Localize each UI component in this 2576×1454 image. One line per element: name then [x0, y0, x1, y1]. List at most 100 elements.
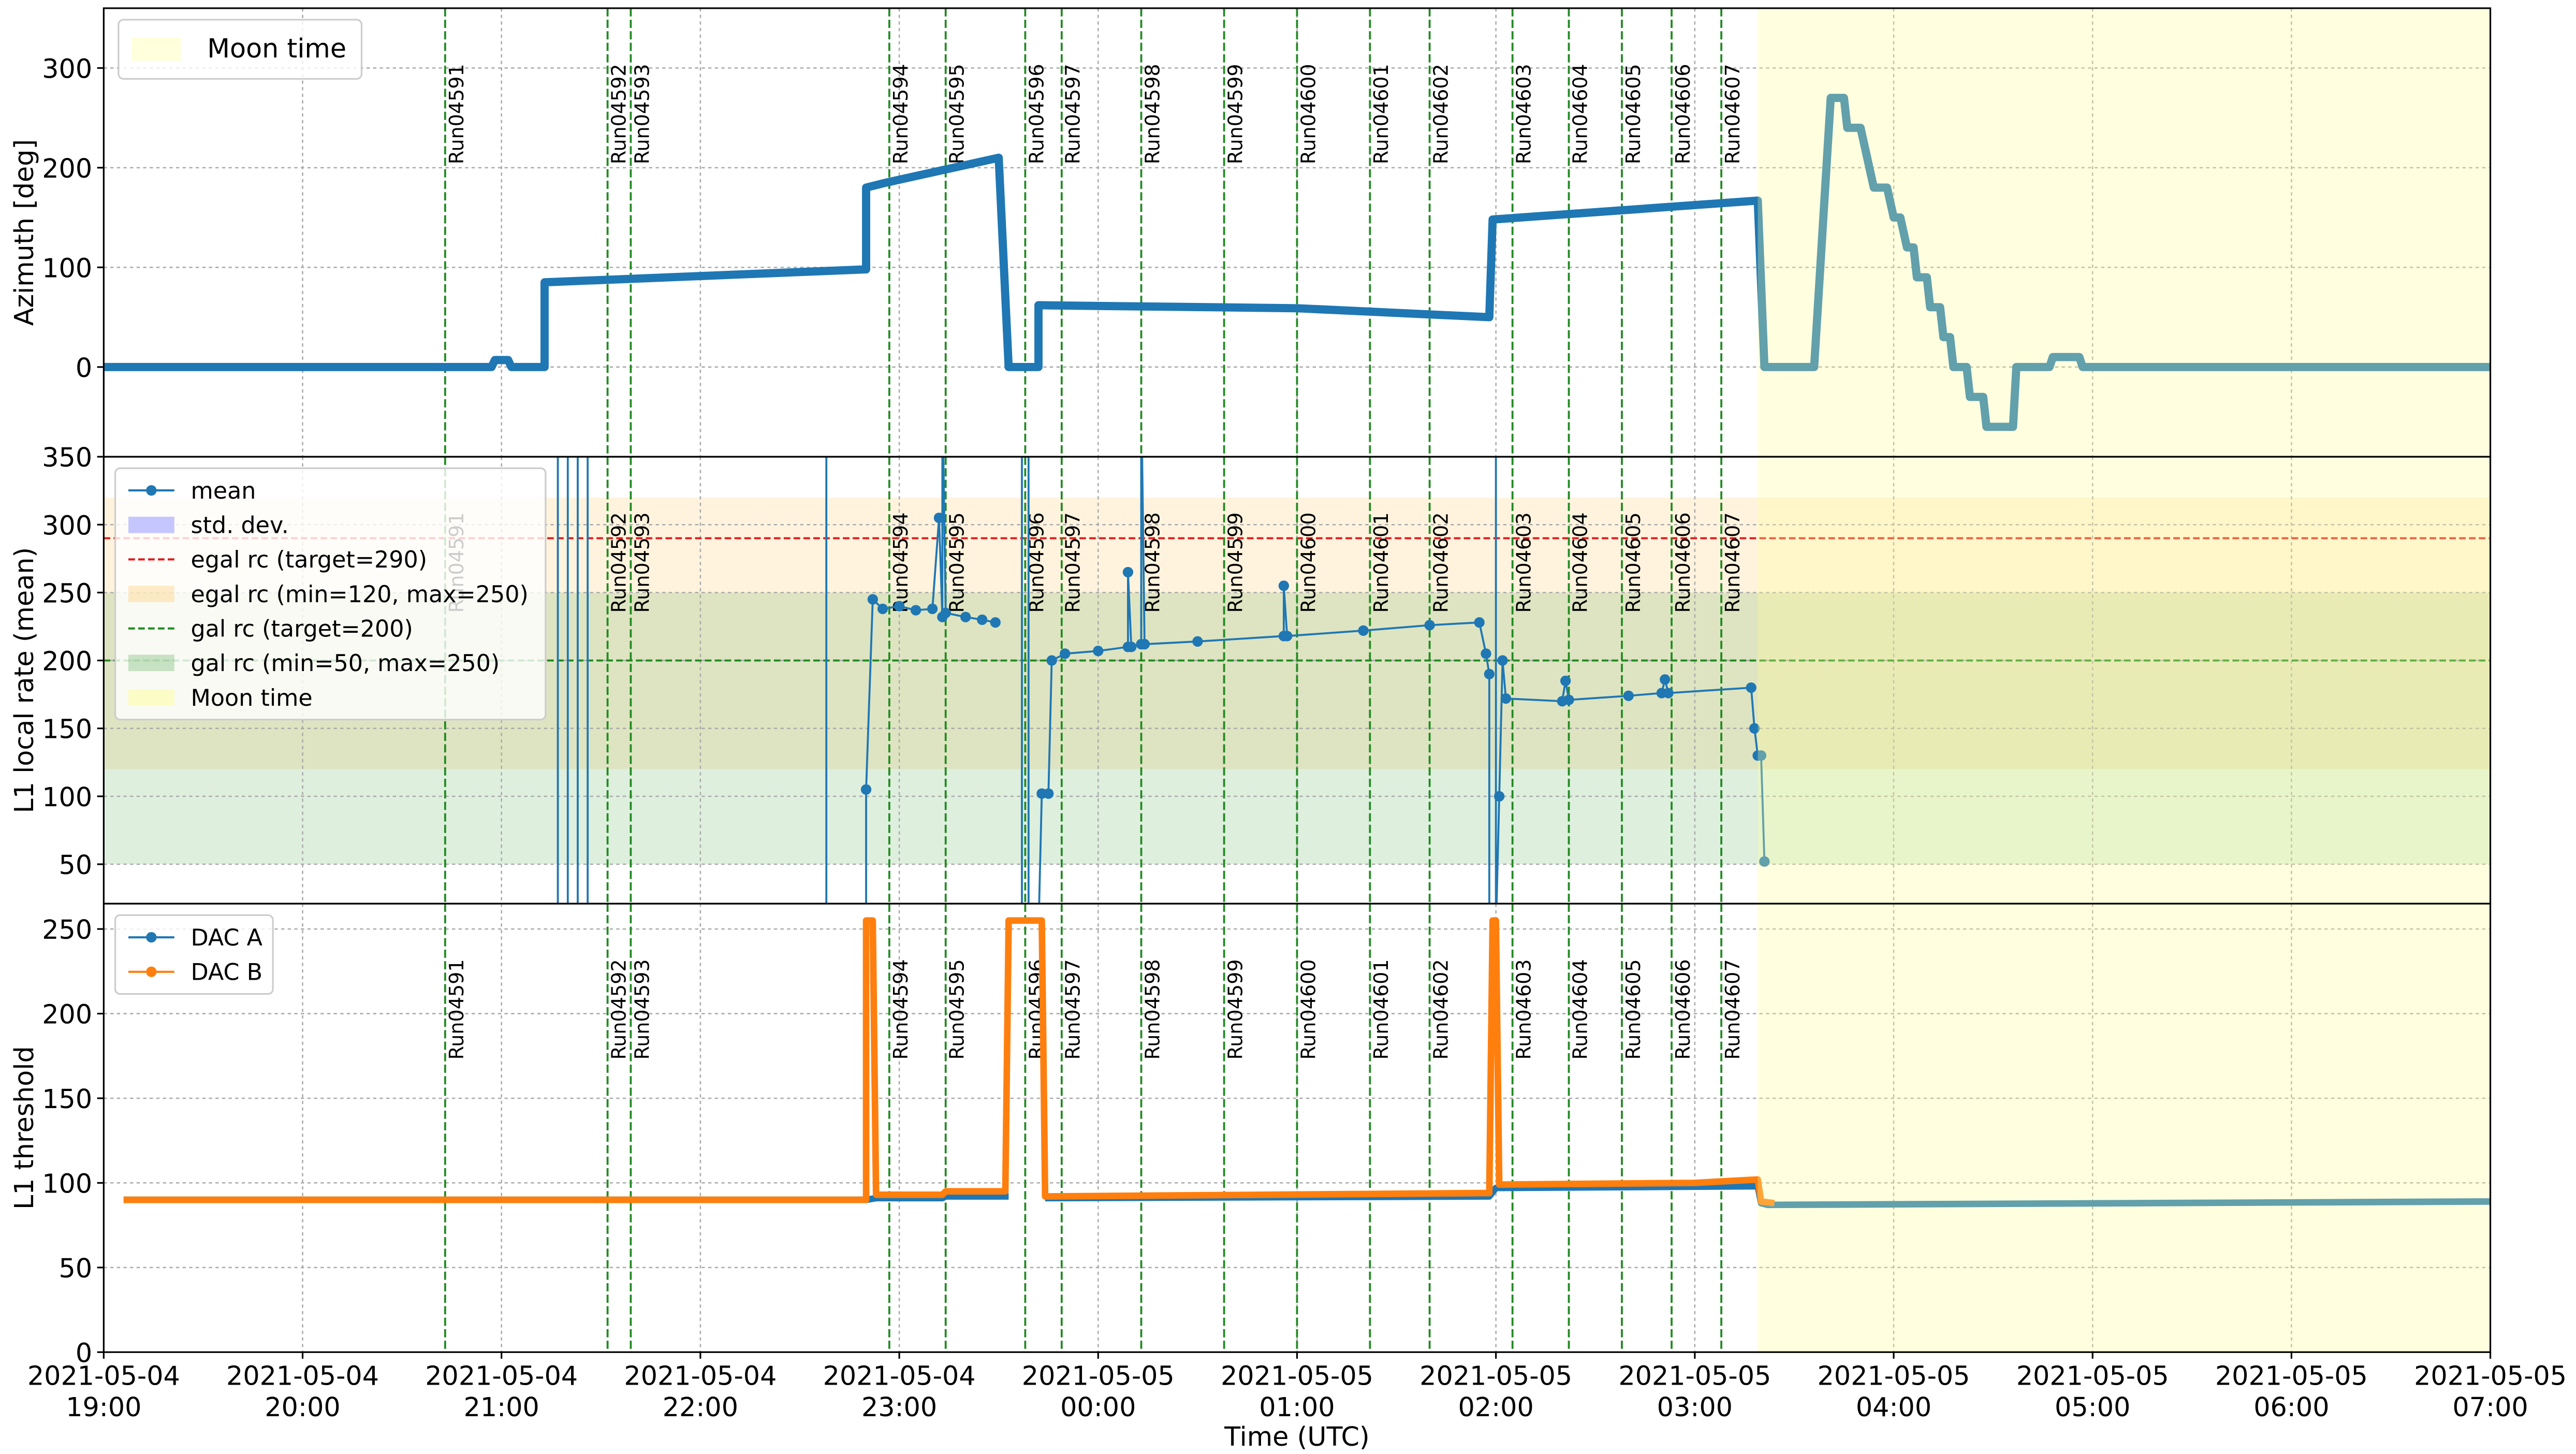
x-tick-label: 2021-05-04 23:00 [823, 1361, 976, 1422]
run-label: Run04595 [946, 512, 969, 613]
run-label: Run04593 [631, 64, 653, 164]
run-label: Run04595 [946, 64, 969, 164]
run-label: Run04595 [946, 959, 969, 1059]
y-tick-label: 150 [42, 714, 92, 745]
legend-marker [146, 485, 157, 496]
moon-span [1758, 8, 2491, 457]
run-label: Run04606 [1672, 959, 1694, 1059]
x-tick-label-line: 01:00 [1259, 1392, 1335, 1422]
y-tick-label: 0 [76, 1337, 92, 1368]
run-label: Run04603 [1513, 64, 1535, 164]
y-tick-label: 50 [59, 850, 93, 880]
x-tick-label-line: 21:00 [464, 1392, 539, 1422]
y-tick-label: 200 [42, 646, 92, 677]
y-tick-label: 250 [42, 578, 92, 608]
x-tick-label: 2021-05-04 20:00 [226, 1361, 379, 1422]
y-tick-label: 100 [42, 253, 92, 283]
legend-box [114, 467, 547, 721]
run-label: Run04592 [608, 512, 631, 613]
run-label: Run04602 [1429, 64, 1452, 164]
y-axis-label: L1 threshold [9, 1046, 39, 1210]
legend-label: gal rc (target=200) [191, 616, 413, 642]
run-label: Run04600 [1297, 959, 1320, 1059]
data-point [1563, 694, 1574, 705]
data-point [1424, 620, 1435, 631]
y-tick-label: 300 [42, 53, 92, 84]
y-tick-label: 200 [42, 153, 92, 184]
run-label: Run04605 [1622, 64, 1645, 164]
run-label: Run04597 [1062, 64, 1085, 164]
legend-label: Moon time [207, 33, 346, 64]
x-tick-label-line: 19:00 [66, 1392, 141, 1422]
data-point [1484, 668, 1495, 679]
legend-box [118, 19, 363, 80]
moon-span [1758, 457, 2491, 904]
run-label: Run04594 [889, 512, 912, 613]
data-point [1282, 631, 1293, 642]
x-tick-label-line: 2021-05-05 [1022, 1361, 1175, 1391]
legend-swatch [128, 516, 174, 533]
y-tick-label: 150 [42, 1084, 92, 1114]
data-point [860, 784, 872, 795]
legend-swatch [128, 586, 174, 602]
x-tick-label-line: 02:00 [1458, 1392, 1534, 1422]
x-tick-label-line: 00:00 [1060, 1392, 1136, 1422]
run-label: Run04596 [1025, 64, 1048, 164]
legend-swatch [128, 655, 174, 672]
x-tick-label: 2021-05-05 02:00 [1419, 1361, 1572, 1422]
x-tick-label: 2021-05-05 00:00 [1022, 1361, 1175, 1422]
x-tick-label-line: 2021-05-05 [2215, 1361, 2368, 1391]
legend-marker [146, 932, 157, 943]
run-label: Run04593 [631, 512, 653, 613]
data-point [940, 607, 951, 618]
run-label: Run04601 [1370, 959, 1393, 1059]
data-point [877, 603, 888, 615]
run-label: Run04607 [1721, 64, 1744, 164]
legend-label: mean [191, 478, 256, 504]
y-axis-label: L1 local rate (mean) [9, 547, 39, 813]
run-label: Run04602 [1429, 512, 1452, 613]
run-label: Run04597 [1062, 512, 1085, 613]
data-point [1481, 648, 1491, 659]
x-tick-label-line: 2021-05-04 [823, 1361, 976, 1391]
run-label: Run04606 [1672, 64, 1694, 164]
x-tick-label-line: 04:00 [1856, 1392, 1931, 1422]
x-tick-label: 2021-05-04 19:00 [27, 1361, 180, 1422]
run-label: Run04600 [1297, 512, 1320, 613]
x-tick-label-line: 23:00 [861, 1392, 937, 1422]
data-point [1749, 723, 1760, 734]
run-label: Run04599 [1224, 512, 1247, 613]
y-tick-label: 100 [42, 782, 92, 812]
x-tick-label-line: 2021-05-04 [624, 1361, 777, 1391]
data-point [1126, 642, 1137, 652]
y-axis-label: Azimuth [deg] [9, 139, 39, 326]
run-label: Run04607 [1721, 959, 1744, 1059]
y-tick-label: 300 [42, 510, 92, 541]
run-label: Run04601 [1370, 512, 1393, 613]
x-tick-label-line: 2021-05-05 [1221, 1361, 1373, 1391]
data-point [1043, 788, 1054, 799]
data-point [1755, 750, 1767, 761]
y-tick-label: 250 [42, 914, 92, 945]
x-tick-label-line: 2021-05-05 [1818, 1361, 1970, 1391]
run-label: Run04598 [1141, 959, 1164, 1059]
y-tick-label: 200 [42, 999, 92, 1030]
x-tick-label-line: 2021-05-04 [425, 1361, 578, 1391]
data-point [1746, 682, 1757, 693]
run-label: Run04601 [1370, 64, 1393, 164]
x-tick-label-line: 2021-05-04 [27, 1361, 180, 1391]
data-point [927, 603, 938, 615]
data-point [1560, 675, 1571, 687]
run-label: Run04594 [889, 959, 912, 1059]
x-tick-label: 2021-05-04 21:00 [425, 1361, 578, 1422]
data-point [1122, 566, 1134, 578]
run-label: Run04605 [1622, 959, 1645, 1059]
run-label: Run04591 [445, 959, 468, 1059]
data-point [977, 614, 988, 625]
x-tick-label-line: 2021-05-05 [2016, 1361, 2169, 1391]
legend-marker [146, 966, 157, 977]
run-label: Run04592 [608, 64, 631, 164]
run-label: Run04604 [1569, 959, 1591, 1059]
data-point [910, 605, 921, 616]
